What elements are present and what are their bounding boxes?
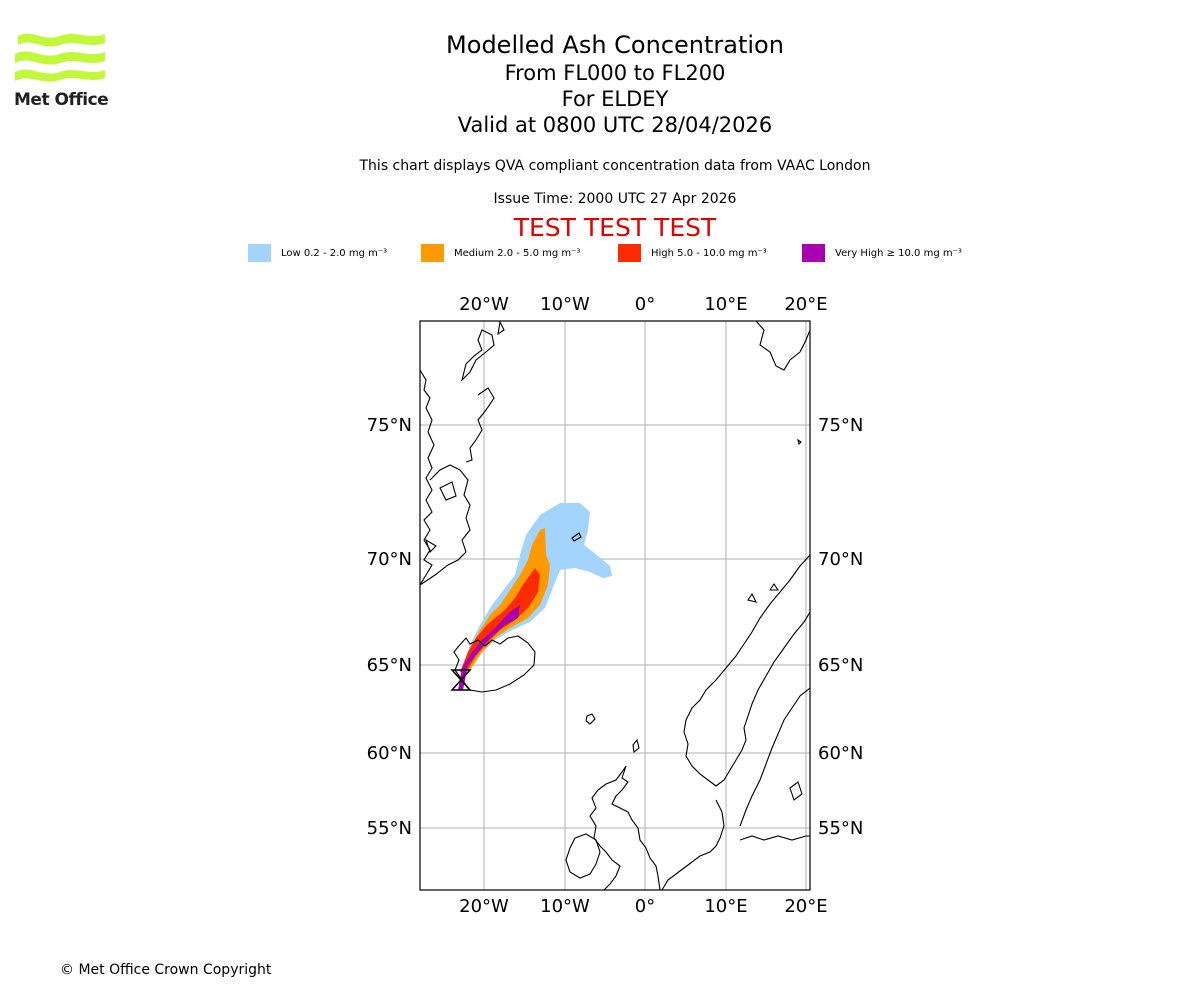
legend-swatch-medium xyxy=(421,244,444,262)
lat-label: 60°N xyxy=(818,743,863,764)
met-office-logo: Met Office xyxy=(14,30,109,112)
lon-label: 10°E xyxy=(704,294,747,315)
chart-title-block: Modelled Ash Concentration From FL000 to… xyxy=(315,30,915,138)
lat-label: 75°N xyxy=(818,415,863,436)
legend-item-low: Low 0.2 - 2.0 mg m⁻³ xyxy=(248,244,387,262)
legend-item-very-high: Very High ≥ 10.0 mg m⁻³ xyxy=(802,244,962,262)
lat-label: 65°N xyxy=(818,655,863,676)
coastlines xyxy=(420,321,810,890)
lon-label: 10°W xyxy=(540,896,590,917)
copyright: © Met Office Crown Copyright xyxy=(60,962,272,978)
lat-label: 75°N xyxy=(367,415,412,436)
legend-swatch-high xyxy=(618,244,641,262)
legend-item-medium: Medium 2.0 - 5.0 mg m⁻³ xyxy=(421,244,580,262)
logo-text: Met Office xyxy=(14,90,109,110)
legend-label-low: Low 0.2 - 2.0 mg m⁻³ xyxy=(281,247,388,259)
lon-labels-top: 20°W 10°W 0° 10°E 20°E xyxy=(459,294,827,315)
lon-label: 20°W xyxy=(459,896,509,917)
valid-time: Valid at 0800 UTC 28/04/2026 xyxy=(457,113,773,137)
test-banner: TEST TEST TEST xyxy=(513,213,717,242)
lon-label: 10°E xyxy=(704,896,747,917)
chart-description: This chart displays QVA compliant concen… xyxy=(359,158,871,174)
lat-label: 55°N xyxy=(367,818,412,839)
volcano-marker xyxy=(450,669,472,691)
map-frame xyxy=(419,320,811,891)
lon-labels-bottom: 20°W 10°W 0° 10°E 20°E xyxy=(459,896,827,917)
volcano-name: For ELDEY xyxy=(561,87,669,111)
lon-label: 20°E xyxy=(784,294,827,315)
lon-label: 0° xyxy=(635,896,655,917)
lon-label: 10°W xyxy=(540,294,590,315)
legend-label-very-high: Very High ≥ 10.0 mg m⁻³ xyxy=(835,247,962,259)
lat-labels-right: 75°N 70°N 65°N 60°N 55°N xyxy=(818,415,863,839)
legend: Low 0.2 - 2.0 mg m⁻³ Medium 2.0 - 5.0 mg… xyxy=(0,244,1200,264)
lat-label: 70°N xyxy=(367,549,412,570)
legend-swatch-very-high xyxy=(802,244,825,262)
lat-label: 70°N xyxy=(818,549,863,570)
flight-level-range: From FL000 to FL200 xyxy=(504,61,726,85)
lat-label: 60°N xyxy=(367,743,412,764)
lat-labels-left: 75°N 70°N 65°N 60°N 55°N xyxy=(367,415,412,839)
legend-label-medium: Medium 2.0 - 5.0 mg m⁻³ xyxy=(454,247,581,259)
map-gridlines xyxy=(420,321,810,890)
legend-label-high: High 5.0 - 10.0 mg m⁻³ xyxy=(651,247,767,259)
chart-title: Modelled Ash Concentration xyxy=(446,31,784,59)
lon-label: 20°E xyxy=(784,896,827,917)
legend-swatch-low xyxy=(248,244,271,262)
issue-time: Issue Time: 2000 UTC 27 Apr 2026 xyxy=(493,191,737,207)
lon-label: 0° xyxy=(635,294,655,315)
lat-label: 55°N xyxy=(818,818,863,839)
logo-waves-icon xyxy=(15,33,105,82)
ash-very-high-concentration xyxy=(458,605,520,690)
lon-label: 20°W xyxy=(459,294,509,315)
legend-item-high: High 5.0 - 10.0 mg m⁻³ xyxy=(618,244,767,262)
lat-label: 65°N xyxy=(367,655,412,676)
